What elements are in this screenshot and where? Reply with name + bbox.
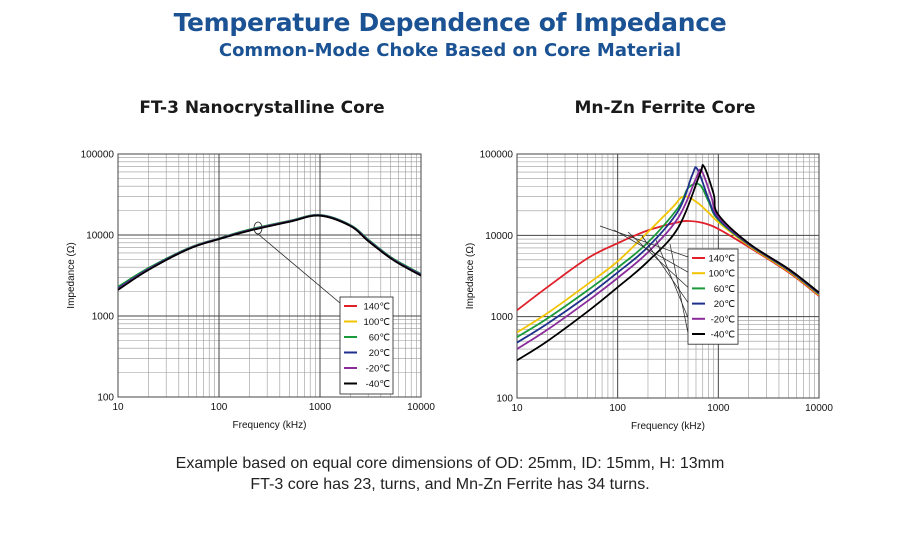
y-tick-label: 100: [496, 394, 513, 405]
legend-label: -20℃: [711, 314, 736, 325]
legend-box: [687, 248, 739, 345]
callout-line: [655, 239, 689, 318]
subtitle: Common-Mode Choke Based on Core Material: [218, 40, 682, 61]
x-tick-label: 1000: [309, 402, 332, 413]
legend-label: 140℃: [708, 254, 735, 265]
main-title: Temperature Dependence of Impedance: [173, 8, 727, 37]
y-tick-label: 10000: [86, 231, 114, 242]
y-tick-label: 100000: [81, 150, 115, 161]
legend-label: 100℃: [708, 269, 735, 280]
x-tick-label: 100: [609, 403, 626, 414]
callout-line: [641, 235, 689, 303]
y-axis-label: Impedance (Ω): [66, 242, 77, 308]
plot-area: [516, 153, 820, 399]
legend-label: 20℃: [369, 348, 391, 359]
series-line--40℃: [517, 164, 819, 362]
series-line--40℃: [118, 214, 421, 291]
callout-line: [257, 233, 341, 304]
x-tick-label: 100: [211, 402, 228, 413]
x-tick-label: 10000: [805, 403, 833, 414]
caption-line-1: Example based on equal core dimensions o…: [175, 455, 725, 472]
legend-label: 60℃: [714, 284, 736, 295]
legend-box: [339, 296, 394, 395]
legend-label: 60℃: [369, 333, 391, 344]
x-axis-label: Frequency (kHz): [631, 421, 705, 432]
legend-label: -40℃: [366, 379, 391, 390]
legend-label: 20℃: [714, 299, 736, 310]
x-axis-label: Frequency (kHz): [233, 420, 307, 431]
y-tick-label: 1000: [491, 312, 514, 323]
callout-line: [599, 225, 689, 258]
x-tick-label: 10: [511, 403, 523, 414]
caption-line-2: FT-3 core has 23, turns, and Mn-Zn Ferri…: [250, 476, 650, 493]
y-tick-label: 10000: [485, 231, 513, 242]
chart-0-group: 10 100 1000 10000100100010000100000Frequenc…: [66, 150, 435, 432]
chart-title-mnzn: Mn-Zn Ferrite Core: [574, 98, 756, 118]
callout-line: [613, 229, 689, 273]
x-tick-label: 1000: [707, 403, 730, 414]
x-tick-label: 10000: [407, 402, 435, 413]
y-tick-label: 100: [97, 393, 114, 404]
callout-line: [669, 243, 689, 334]
y-axis-label: Impedance (Ω): [465, 243, 476, 309]
chart-title-ft3: FT-3 Nanocrystalline Core: [139, 98, 385, 118]
legend-label: 140℃: [363, 302, 390, 313]
legend-label: -20℃: [366, 364, 391, 375]
series-line-140℃: [517, 219, 819, 311]
legend-label: 100℃: [363, 317, 390, 328]
chart-1-group: 10 100 1000 10000100100010000100000Frequenc…: [465, 150, 833, 433]
y-tick-label: 1000: [92, 312, 115, 323]
legend-label: -40℃: [711, 330, 736, 341]
y-tick-label: 100000: [480, 150, 514, 161]
x-tick-label: 10: [112, 402, 124, 413]
